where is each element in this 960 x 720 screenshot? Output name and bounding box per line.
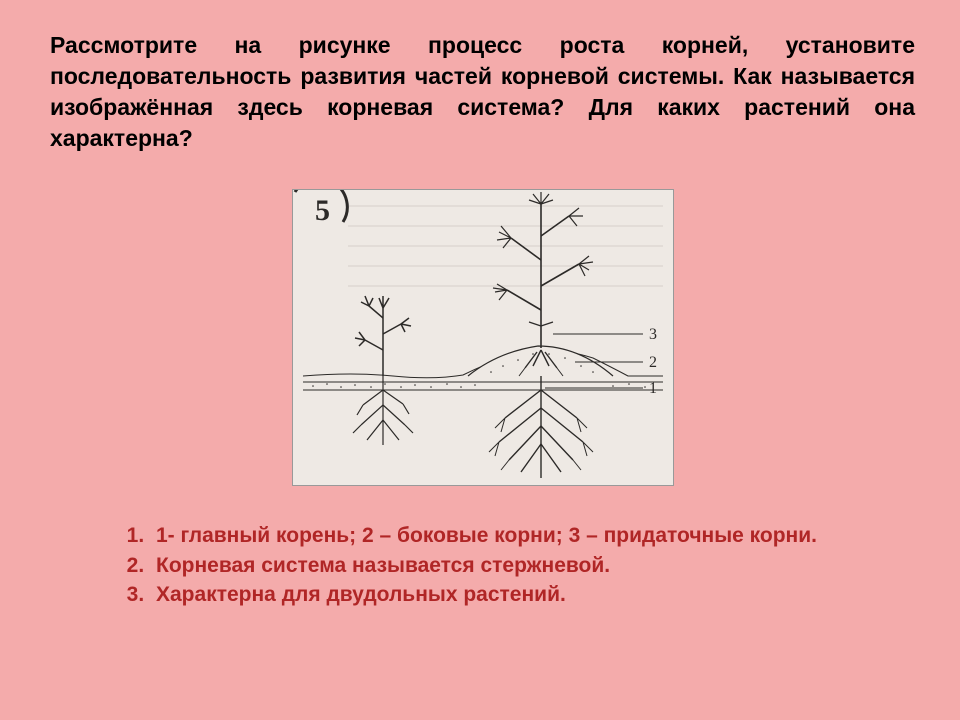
answer-item: Характерна для двудольных растений. [150, 580, 915, 609]
figure-label-3: 3 [649, 326, 657, 343]
figure-label-2: 2 [649, 354, 657, 371]
answer-item: 1- главный корень; 2 – боковые корни; 3 … [150, 521, 915, 550]
figure-container: 5 [50, 189, 915, 486]
answers-list: 1- главный корень; 2 – боковые корни; 3 … [120, 521, 915, 609]
answers-block: 1- главный корень; 2 – боковые корни; 3 … [50, 521, 915, 609]
slide-page: Рассмотрите на рисунке процесс роста кор… [0, 0, 960, 720]
question-text: Рассмотрите на рисунке процесс роста кор… [50, 30, 915, 154]
root-diagram: 5 [292, 189, 674, 486]
root-diagram-svg: 5 [293, 190, 673, 485]
figure-label-1: 1 [649, 380, 657, 397]
figure-number: 5 [315, 194, 330, 227]
answer-item: Корневая система называется стержневой. [150, 551, 915, 580]
